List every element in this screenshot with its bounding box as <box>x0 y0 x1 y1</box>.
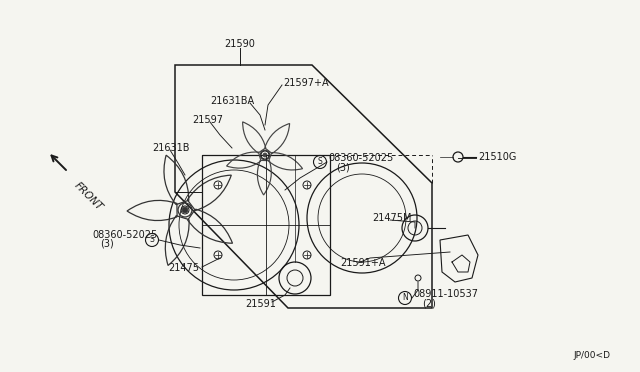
Text: 21590: 21590 <box>225 39 255 49</box>
Text: N: N <box>402 294 408 302</box>
Text: 21591: 21591 <box>245 299 276 309</box>
Text: S: S <box>150 235 154 244</box>
Text: 08360-52025: 08360-52025 <box>328 153 393 163</box>
Text: 21597+A: 21597+A <box>283 78 328 88</box>
Text: 21475M: 21475M <box>372 213 412 223</box>
Circle shape <box>263 153 267 157</box>
Text: 21591+A: 21591+A <box>340 258 385 268</box>
Text: 21597: 21597 <box>192 115 223 125</box>
Text: 21475: 21475 <box>168 263 199 273</box>
Text: 08911-10537: 08911-10537 <box>413 289 478 299</box>
Text: 08360-52025: 08360-52025 <box>92 230 157 240</box>
Text: JP/00<D: JP/00<D <box>573 351 610 360</box>
Text: 21631B: 21631B <box>152 143 189 153</box>
Text: FRONT: FRONT <box>72 180 104 212</box>
Text: S: S <box>317 157 323 167</box>
Circle shape <box>182 207 188 213</box>
Text: (3): (3) <box>100 239 114 249</box>
Text: 21631BA: 21631BA <box>210 96 254 106</box>
Text: 21510G: 21510G <box>478 152 516 162</box>
Text: (3): (3) <box>336 162 349 172</box>
Text: (2): (2) <box>422 298 436 308</box>
